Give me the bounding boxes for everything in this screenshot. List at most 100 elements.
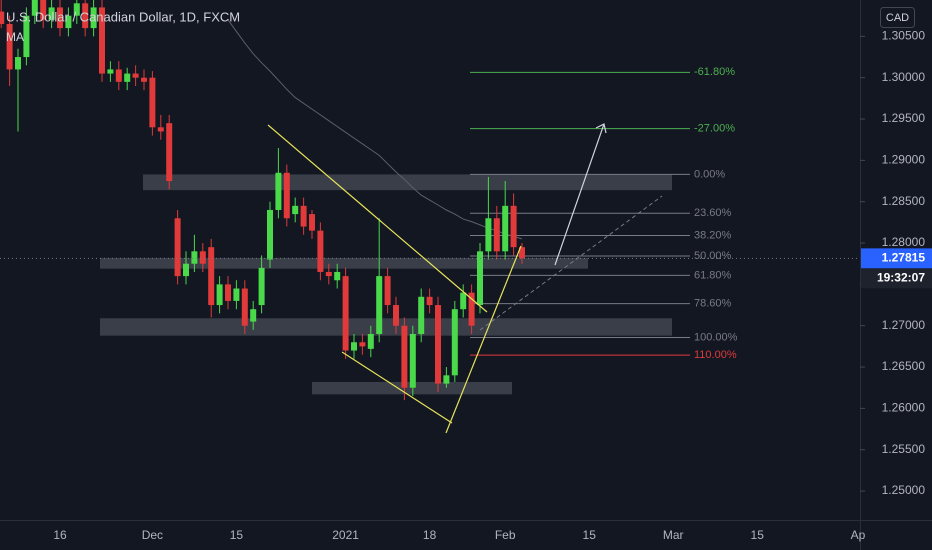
currency-button[interactable] xyxy=(880,7,915,28)
candle-body xyxy=(418,296,425,334)
candle-body xyxy=(199,251,206,264)
countdown-box xyxy=(861,268,932,289)
symbol-title: U.S. Dollar / Canadian Dollar, 1D, FXCM xyxy=(6,9,240,24)
y-tick-label: 1.30000 xyxy=(882,70,926,84)
candle-body xyxy=(183,263,189,277)
indicator-label: MA xyxy=(6,30,24,44)
y-tick-label: 1.30500 xyxy=(882,29,926,43)
candle-body xyxy=(31,0,38,16)
trend-line xyxy=(341,351,453,424)
candle-body xyxy=(99,7,105,74)
candle-body xyxy=(393,305,399,326)
trend-line xyxy=(445,245,522,434)
candle-body xyxy=(15,57,21,70)
candle-body xyxy=(359,342,366,347)
candle-body xyxy=(132,73,139,78)
candle-body xyxy=(73,3,80,16)
candle-body xyxy=(275,172,282,210)
candle-body xyxy=(300,205,307,227)
candle-body xyxy=(292,205,299,215)
fib-label: 110.00% xyxy=(694,349,737,361)
candle-body xyxy=(451,309,458,376)
candle-body xyxy=(426,296,433,306)
candle-body xyxy=(342,276,349,351)
candle-body xyxy=(124,73,131,82)
y-tick-label: 1.26000 xyxy=(882,401,926,415)
candle-body xyxy=(0,11,5,24)
candle-body xyxy=(409,333,416,388)
x-tick-label: Dec xyxy=(142,528,163,542)
candle-body xyxy=(258,267,265,306)
candle-body xyxy=(157,127,164,132)
candle-body xyxy=(367,333,374,349)
candle-body xyxy=(493,218,500,252)
plot-area: -61.80% -27.00% 0.00% 23.60% 38.20% 50.00% 61.… xyxy=(0,0,860,401)
candle-body xyxy=(510,205,517,248)
candle-body xyxy=(65,15,72,29)
trend-line xyxy=(267,124,488,313)
candle-body xyxy=(107,69,114,74)
candle-body xyxy=(401,325,408,388)
candle-body xyxy=(115,69,122,82)
candle-body xyxy=(6,23,13,70)
candle-body xyxy=(460,292,467,310)
x-tick-label: 18 xyxy=(423,528,437,542)
drawings xyxy=(267,123,663,434)
candle-body xyxy=(40,0,47,20)
last-price-label: 1.27815 xyxy=(882,251,926,265)
y-tick-label: 1.29000 xyxy=(882,153,926,167)
last-price-box xyxy=(861,248,932,269)
fib-label: 100.00% xyxy=(694,331,738,343)
candle-body xyxy=(477,251,483,306)
x-tick-label: Ap xyxy=(851,528,866,542)
candle-body xyxy=(166,123,173,182)
zone xyxy=(100,318,672,336)
candle-body xyxy=(309,214,315,231)
candle-body xyxy=(250,309,257,322)
candle-body xyxy=(90,7,97,29)
zone xyxy=(312,381,512,395)
moving-average xyxy=(227,19,523,240)
candle-body xyxy=(485,218,492,252)
candle-body xyxy=(208,247,215,306)
candle-body xyxy=(267,209,273,260)
x-tick-label: 15 xyxy=(230,528,244,542)
candle-body xyxy=(57,7,63,29)
fib-label: 38.20% xyxy=(694,229,732,241)
candle-body xyxy=(191,251,198,264)
candle-body xyxy=(519,247,525,259)
x-tick-label: 15 xyxy=(583,528,597,542)
candle-body xyxy=(502,205,509,252)
candle-body xyxy=(334,271,341,281)
y-tick-label: 1.26500 xyxy=(882,359,926,373)
candle-body xyxy=(384,276,391,306)
y-tick-label: 1.25000 xyxy=(882,483,926,497)
arrow xyxy=(554,123,607,266)
y-tick-label: 1.28000 xyxy=(882,235,926,249)
candle-body xyxy=(283,172,290,219)
candle-body xyxy=(82,3,89,29)
projection-line xyxy=(479,195,663,331)
fib-label: 23.60% xyxy=(694,207,732,219)
x-tick-label: Mar xyxy=(663,528,684,542)
y-tick-label: 1.28500 xyxy=(882,194,926,208)
x-tick-label: 2021 xyxy=(332,528,359,542)
fib-label: -61.80% xyxy=(694,66,735,78)
currency-label[interactable]: CAD xyxy=(886,12,909,24)
candle-body xyxy=(376,276,383,334)
candle-body xyxy=(351,342,357,351)
candle-body xyxy=(317,230,324,272)
candle-body xyxy=(216,284,223,306)
fib-label: 61.80% xyxy=(694,269,732,281)
y-tick-label: 1.25500 xyxy=(882,442,926,456)
x-tick-label: 15 xyxy=(751,528,765,542)
candle-body xyxy=(325,271,332,277)
fib-label: 50.00% xyxy=(694,250,732,262)
candle-body xyxy=(233,288,240,301)
candle-body xyxy=(141,77,147,82)
candle-body xyxy=(443,375,450,384)
y-tick-label: 1.29500 xyxy=(882,111,926,125)
